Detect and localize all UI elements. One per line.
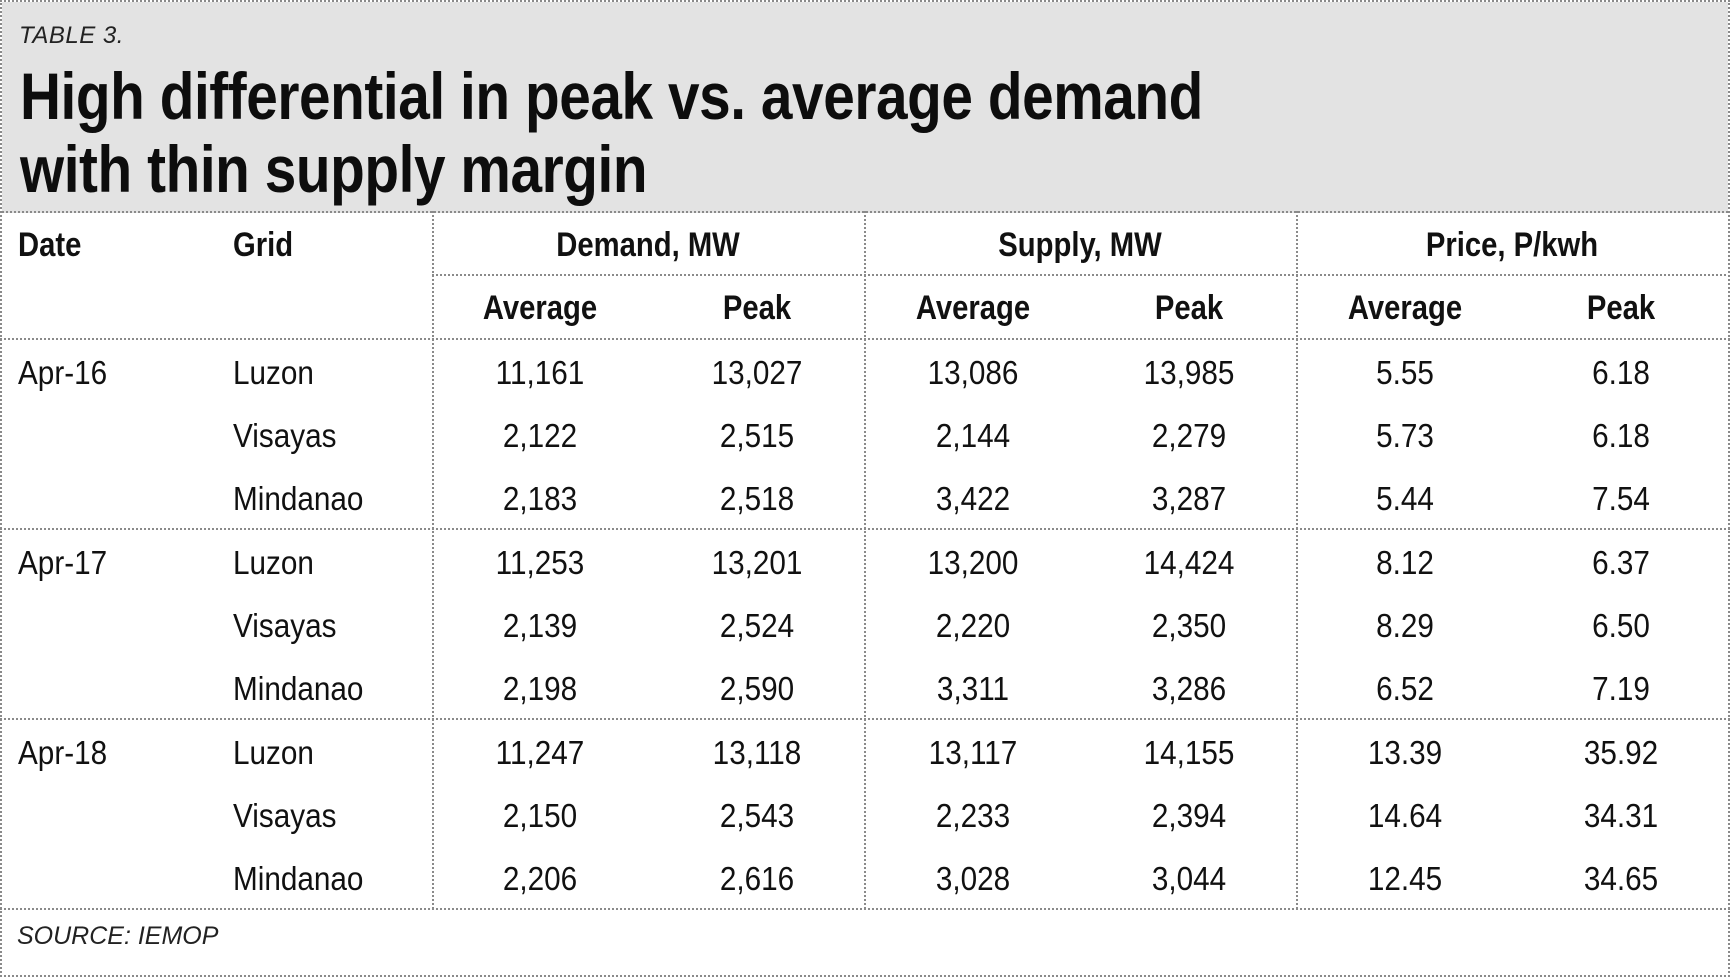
value-cell: 2,279 <box>1151 417 1227 454</box>
value-cell: 13,200 <box>927 544 1019 581</box>
grid-cell: Luzon <box>233 734 314 771</box>
value-cell: 2,394 <box>1151 797 1227 834</box>
value-cell: 13,118 <box>712 734 802 771</box>
subheader-peak: Peak <box>722 289 792 327</box>
source-note: SOURCE: IEMOP <box>17 922 219 950</box>
header-divider <box>0 338 1730 340</box>
subheader-average: Average <box>482 289 598 327</box>
value-cell: 5.73 <box>1376 417 1434 454</box>
column-header-grid: Grid <box>233 226 294 264</box>
grid-cell: Luzon <box>233 544 314 581</box>
value-cell: 14,155 <box>1143 734 1235 771</box>
group-divider <box>0 718 1730 720</box>
value-cell: 2,139 <box>502 607 578 644</box>
title-line-2: with thin supply margin <box>20 132 648 206</box>
value-cell: 2,616 <box>719 860 795 897</box>
value-cell: 3,287 <box>1151 480 1227 517</box>
value-cell: 8.29 <box>1376 607 1434 644</box>
value-cell: 3,286 <box>1151 670 1227 707</box>
date-cell: Apr-17 <box>18 544 108 581</box>
value-cell: 13,201 <box>711 544 803 581</box>
value-cell: 7.19 <box>1592 670 1650 707</box>
subheader-peak: Peak <box>1586 289 1656 327</box>
value-cell: 11,247 <box>495 734 585 771</box>
date-cell: Apr-18 <box>18 734 108 771</box>
value-cell: 13,086 <box>927 354 1019 391</box>
column-divider <box>432 211 434 909</box>
value-cell: 6.50 <box>1592 607 1650 644</box>
value-cell: 3,422 <box>935 480 1011 517</box>
value-cell: 2,144 <box>935 417 1011 454</box>
value-cell: 6.37 <box>1592 544 1650 581</box>
value-cell: 11,253 <box>495 544 585 581</box>
column-header-demand: Demand, MW <box>556 226 740 264</box>
subheader-average: Average <box>915 289 1031 327</box>
value-cell: 3,311 <box>936 670 1010 707</box>
value-cell: 13,117 <box>928 734 1018 771</box>
value-cell: 2,122 <box>502 417 578 454</box>
table-label: TABLE 3. <box>19 22 124 49</box>
date-cell: Apr-16 <box>18 354 108 391</box>
value-cell: 8.12 <box>1376 544 1434 581</box>
value-cell: 2,206 <box>502 860 578 897</box>
grid-cell: Mindanao <box>233 480 364 517</box>
value-cell: 3,044 <box>1151 860 1227 897</box>
value-cell: 2,233 <box>935 797 1011 834</box>
value-cell: 13,985 <box>1143 354 1235 391</box>
value-cell: 34.31 <box>1583 797 1659 834</box>
title-line-1: High differential in peak vs. average de… <box>20 59 1203 133</box>
value-cell: 6.18 <box>1592 354 1650 391</box>
value-cell: 5.44 <box>1376 480 1434 517</box>
value-cell: 2,590 <box>719 670 795 707</box>
value-cell: 13,027 <box>711 354 803 391</box>
value-cell: 11,161 <box>495 354 585 391</box>
grid-cell: Luzon <box>233 354 314 391</box>
footer-divider <box>0 908 1730 910</box>
value-cell: 2,515 <box>719 417 795 454</box>
value-cell: 13.39 <box>1367 734 1443 771</box>
grid-cell: Visayas <box>233 607 337 644</box>
value-cell: 2,150 <box>502 797 578 834</box>
value-cell: 14,424 <box>1143 544 1235 581</box>
value-cell: 35.92 <box>1583 734 1659 771</box>
column-divider <box>864 211 866 909</box>
grid-cell: Visayas <box>233 797 337 834</box>
column-header-date: Date <box>18 226 82 264</box>
value-cell: 2,543 <box>719 797 795 834</box>
value-cell: 2,220 <box>935 607 1011 644</box>
value-cell: 2,518 <box>719 480 795 517</box>
value-cell: 14.64 <box>1367 797 1443 834</box>
value-cell: 7.54 <box>1592 480 1650 517</box>
value-cell: 2,524 <box>719 607 795 644</box>
subheader-peak: Peak <box>1154 289 1224 327</box>
value-cell: 3,028 <box>935 860 1011 897</box>
group-divider <box>0 528 1730 530</box>
table-header-band: TABLE 3. High differential in peak vs. a… <box>2 2 1728 213</box>
grid-cell: Mindanao <box>233 670 364 707</box>
subheader-divider <box>432 274 1726 276</box>
value-cell: 2,198 <box>502 670 578 707</box>
value-cell: 6.18 <box>1592 417 1650 454</box>
value-cell: 2,183 <box>502 480 578 517</box>
column-header-supply: Supply, MW <box>998 226 1162 264</box>
table-title: High differential in peak vs. average de… <box>20 60 1396 206</box>
grid-cell: Visayas <box>233 417 337 454</box>
value-cell: 6.52 <box>1376 670 1434 707</box>
value-cell: 5.55 <box>1376 354 1434 391</box>
value-cell: 34.65 <box>1583 860 1659 897</box>
value-cell: 2,350 <box>1151 607 1227 644</box>
grid-cell: Mindanao <box>233 860 364 897</box>
column-divider <box>1296 211 1298 909</box>
value-cell: 12.45 <box>1367 860 1443 897</box>
column-header-price: Price, P/kwh <box>1425 226 1599 264</box>
subheader-average: Average <box>1347 289 1463 327</box>
